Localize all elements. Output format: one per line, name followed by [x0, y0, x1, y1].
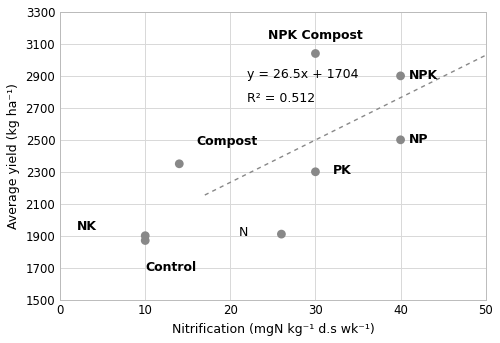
Text: R² = 0.512: R² = 0.512	[248, 92, 316, 105]
Point	[312, 169, 320, 175]
Point	[141, 238, 149, 243]
Point	[141, 233, 149, 238]
Text: Compost: Compost	[196, 135, 258, 148]
Text: PK: PK	[332, 164, 351, 177]
Text: y = 26.5x + 1704: y = 26.5x + 1704	[248, 68, 359, 81]
Y-axis label: Average yield (kg ha⁻¹): Average yield (kg ha⁻¹)	[7, 83, 20, 229]
Text: NPK: NPK	[409, 69, 438, 82]
Point	[312, 51, 320, 56]
Point	[396, 73, 404, 79]
Text: Control: Control	[145, 261, 197, 274]
Text: NPK Compost: NPK Compost	[268, 29, 363, 42]
Text: NP: NP	[409, 133, 428, 146]
Text: NK: NK	[77, 220, 97, 233]
Point	[396, 137, 404, 143]
Point	[176, 161, 184, 167]
X-axis label: Nitrification (mgN kg⁻¹ d.s wk⁻¹): Nitrification (mgN kg⁻¹ d.s wk⁻¹)	[172, 323, 374, 336]
Text: N: N	[239, 226, 248, 239]
Point	[278, 232, 285, 237]
